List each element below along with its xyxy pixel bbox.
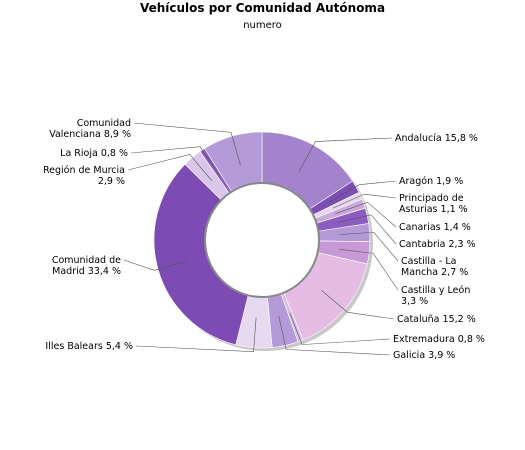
- leader-line: [278, 315, 391, 356]
- donut-hole: [204, 182, 320, 298]
- leader-line: [130, 146, 220, 176]
- slice-label: Andalucía 15,8 %: [395, 133, 478, 144]
- slice-label: Extremadura 0,8 %: [393, 334, 485, 345]
- slice-label: Illes Balears 5,4 %: [45, 341, 133, 352]
- leader-line: [321, 289, 395, 320]
- leader-line: [298, 137, 393, 172]
- leader-line: [335, 201, 397, 228]
- slice-label: Cantabria 2,3 %: [399, 239, 476, 250]
- slice-label: Galicia 3,9 %: [393, 350, 455, 361]
- leader-line: [123, 259, 188, 271]
- slice-label: Cataluña 15,2 %: [397, 314, 476, 325]
- slice-label: Castilla - La Mancha 2,7 %: [401, 256, 468, 278]
- leader-line: [332, 193, 397, 209]
- slice-label: Comunidad de Madrid 33,4 %: [52, 255, 121, 277]
- leader-line: [337, 214, 397, 245]
- chart-title: Vehículos por Comunidad Autónoma: [139, 1, 386, 15]
- leader-line: [329, 180, 397, 202]
- chart-subtitle: numero: [243, 20, 282, 31]
- slice-label: Principado de Asturias 1,1 %: [399, 193, 468, 215]
- leader-line: [133, 122, 241, 166]
- slice-label: Aragón 1,9 %: [399, 176, 463, 187]
- leader-line: [135, 317, 257, 352]
- slice-label: La Rioja 0,8 %: [60, 148, 128, 159]
- slice-label: Castilla y León 3,3 %: [401, 285, 470, 307]
- leader-line: [289, 312, 391, 345]
- slice-label: Comunidad Valenciana 8,9 %: [49, 118, 131, 140]
- slice-label: Región de Murcia 2,9 %: [43, 165, 125, 187]
- leader-line: [339, 231, 399, 262]
- leader-line: [339, 248, 399, 291]
- leader-line: [127, 154, 213, 181]
- slice-label: Canarias 1,4 %: [399, 222, 471, 233]
